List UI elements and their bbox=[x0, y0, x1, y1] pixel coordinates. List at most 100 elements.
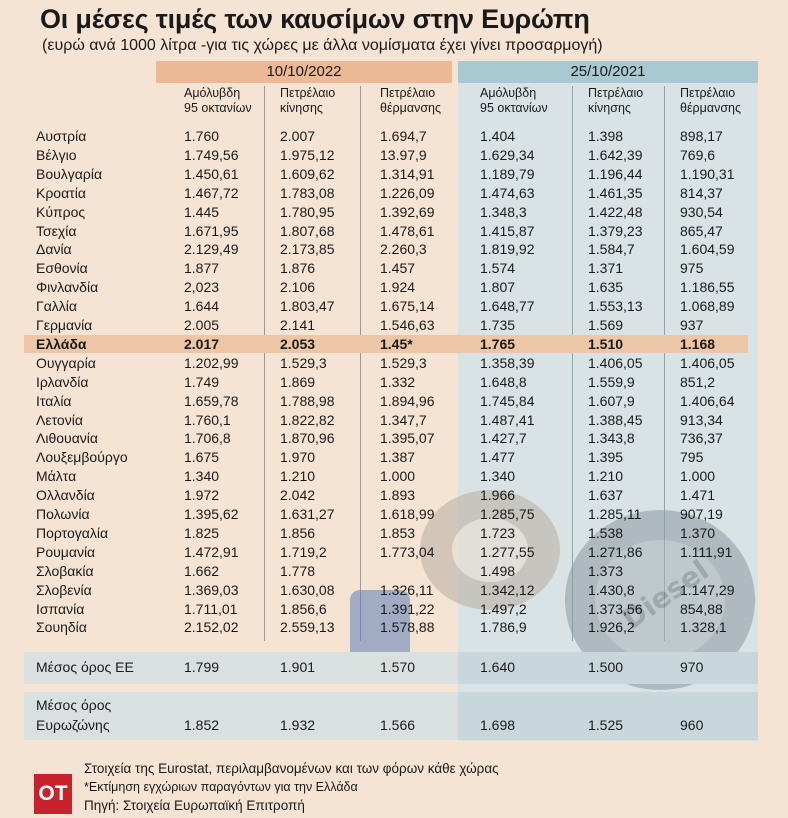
eu-average-value: 1.500 bbox=[588, 659, 624, 675]
price-cell: 1.876 bbox=[280, 260, 316, 277]
table-row: Γαλλία 1.644 1.803,47 1.675,14 1.648,77 1.553… bbox=[36, 297, 756, 315]
country-name: Λουξεμβούργο bbox=[36, 449, 128, 466]
price-cell: 1.749 bbox=[184, 373, 220, 390]
price-cell: 1.975,12 bbox=[280, 146, 335, 163]
price-cell: 1.395,62 bbox=[184, 506, 239, 522]
footer-source: Πηγή: Στοιχεία Ευρωπαϊκή Επιτροπή bbox=[84, 798, 305, 813]
table-row: Φινλανδία 2,023 2.106 1.924 1.807 1.635 1.186,… bbox=[36, 278, 756, 296]
table-row: Γερμανία 2.005 2.141 1.546,63 1.735 1.569 937 bbox=[36, 316, 756, 334]
price-cell: 1.358,39 bbox=[480, 354, 535, 371]
price-cell: 1.822,82 bbox=[280, 411, 335, 428]
price-cell: 1.894,96 bbox=[380, 392, 435, 409]
country-name: Φινλανδία bbox=[36, 279, 99, 296]
price-cell: 1.373 bbox=[588, 562, 624, 579]
price-cell: 1.719,2 bbox=[280, 543, 327, 560]
price-cell: 1.659,78 bbox=[184, 392, 239, 409]
price-cell: 1.745,84 bbox=[480, 392, 535, 409]
table-row: Σλοβακία 1.662 1.778 1.498 1.373 bbox=[36, 562, 756, 580]
col-head-gasoline-2021: Αμόλυβδη 95 οκτανίων bbox=[480, 86, 548, 115]
price-cell: 1.342,12 bbox=[480, 581, 535, 598]
country-name: Σλοβακία bbox=[36, 562, 94, 579]
price-cell: 2.005 bbox=[184, 317, 220, 333]
price-cell: 1.457 bbox=[380, 260, 416, 277]
price-cell: 1.326,11 bbox=[380, 581, 434, 598]
price-cell: 1.196,44 bbox=[588, 165, 643, 182]
eurozone-average-value: 1.852 bbox=[184, 717, 220, 733]
price-cell: 1.546,63 bbox=[380, 317, 435, 333]
col-head-diesel-2022: Πετρέλαιο κίνησης bbox=[280, 86, 336, 115]
price-cell: 1.285,75 bbox=[480, 506, 535, 522]
price-cell: 1.406,05 bbox=[680, 354, 735, 371]
price-cell: 1.648,8 bbox=[480, 373, 527, 390]
price-cell: 2.173,85 bbox=[280, 241, 335, 258]
price-cell: 1.675 bbox=[184, 449, 220, 466]
price-cell: 1.472,91 bbox=[184, 543, 239, 560]
price-cell: 865,47 bbox=[680, 222, 723, 239]
price-cell: 1.607,9 bbox=[588, 392, 635, 409]
price-cell: 2.559,13 bbox=[280, 619, 335, 636]
price-cell: 1.694,7 bbox=[380, 128, 427, 144]
price-cell: 1.395 bbox=[588, 449, 624, 466]
price-cell: 1.370 bbox=[680, 524, 716, 541]
country-name: Ρουμανία bbox=[36, 543, 96, 560]
price-cell: 1.648,77 bbox=[480, 298, 535, 315]
country-name: Πορτογαλία bbox=[36, 524, 109, 541]
price-cell: 1.147,29 bbox=[680, 581, 735, 598]
price-cell: 1.461,35 bbox=[588, 184, 643, 201]
price-cell: 2.053 bbox=[280, 335, 316, 352]
country-name: Ισπανία bbox=[36, 600, 85, 617]
price-cell: 1.314,91 bbox=[380, 165, 435, 182]
price-cell: 1.068,89 bbox=[680, 298, 735, 315]
price-cell: 1.778 bbox=[280, 562, 316, 579]
table-row: Μάλτα 1.340 1.210 1.000 1.340 1.210 1.000 bbox=[36, 467, 756, 485]
price-cell: 1.445 bbox=[184, 203, 220, 220]
price-cell: 1.369,03 bbox=[184, 581, 239, 598]
price-cell: 1.853 bbox=[380, 524, 416, 541]
col-head-diesel-2021: Πετρέλαιο κίνησης bbox=[588, 86, 644, 115]
page-subtitle: (ευρώ ανά 1000 λίτρα -για τις χώρες με ά… bbox=[42, 37, 603, 54]
price-cell: 1.478,61 bbox=[380, 222, 435, 239]
country-name: Βουλγαρία bbox=[36, 165, 103, 182]
price-cell: 1.000 bbox=[380, 468, 416, 485]
price-cell: 1.972 bbox=[184, 487, 220, 504]
eurozone-average-value: 960 bbox=[680, 717, 704, 733]
price-cell: 1.609,62 bbox=[280, 165, 335, 182]
price-cell: 1.706,8 bbox=[184, 430, 231, 447]
eu-average-value: 1.901 bbox=[280, 659, 316, 675]
column-divider bbox=[664, 86, 665, 641]
table-row: Κροατία 1.467,72 1.783,08 1.226,09 1.474,63 1… bbox=[36, 184, 756, 202]
price-cell: 1.970 bbox=[280, 449, 316, 466]
period-header-2022: 10/10/2022 bbox=[156, 61, 452, 83]
price-cell: 1.404 bbox=[480, 128, 516, 144]
price-cell: 1.819,92 bbox=[480, 241, 535, 258]
price-cell: 2.017 bbox=[184, 335, 220, 352]
table-row: Λιθουανία 1.706,8 1.870,96 1.395,07 1.427,7 1… bbox=[36, 429, 756, 447]
price-cell: 1.510 bbox=[588, 335, 624, 352]
price-cell: 1.415,87 bbox=[480, 222, 535, 239]
price-cell: 1.210 bbox=[280, 468, 316, 485]
price-cell: 1.328,1 bbox=[680, 619, 727, 636]
price-cell: 1.340 bbox=[480, 468, 516, 485]
price-cell: 1.630,08 bbox=[280, 581, 335, 598]
price-cell: 1.538 bbox=[588, 524, 624, 541]
price-cell: 1.773,04 bbox=[380, 543, 435, 560]
country-name: Κροατία bbox=[36, 184, 86, 201]
eurozone-average-value: 1.525 bbox=[588, 717, 624, 733]
price-cell: 1.604,59 bbox=[680, 241, 735, 258]
price-cell: 1.422,48 bbox=[588, 203, 643, 220]
price-cell: 1.629,34 bbox=[480, 146, 535, 163]
price-cell: 2.007 bbox=[280, 128, 316, 144]
table-row: Κύπρος 1.445 1.780,95 1.392,69 1.348,3 1.422,… bbox=[36, 203, 756, 221]
country-name: Ιταλία bbox=[36, 392, 72, 409]
price-cell: 2.042 bbox=[280, 487, 316, 504]
price-cell: 1.807 bbox=[480, 279, 516, 296]
price-cell: 814,37 bbox=[680, 184, 723, 201]
table-row: Ιταλία 1.659,78 1.788,98 1.894,96 1.745,84 1.… bbox=[36, 392, 756, 410]
price-cell: 1.226,09 bbox=[380, 184, 435, 201]
table-row: Βουλγαρία 1.450,61 1.609,62 1.314,91 1.189,7… bbox=[36, 165, 756, 183]
price-cell: 1.202,99 bbox=[184, 354, 239, 371]
price-cell: 1.711,01 bbox=[184, 600, 238, 617]
price-cell: 1.584,7 bbox=[588, 241, 635, 258]
country-name: Ουγγαρία bbox=[36, 354, 96, 371]
price-cell: 1.332 bbox=[380, 373, 416, 390]
